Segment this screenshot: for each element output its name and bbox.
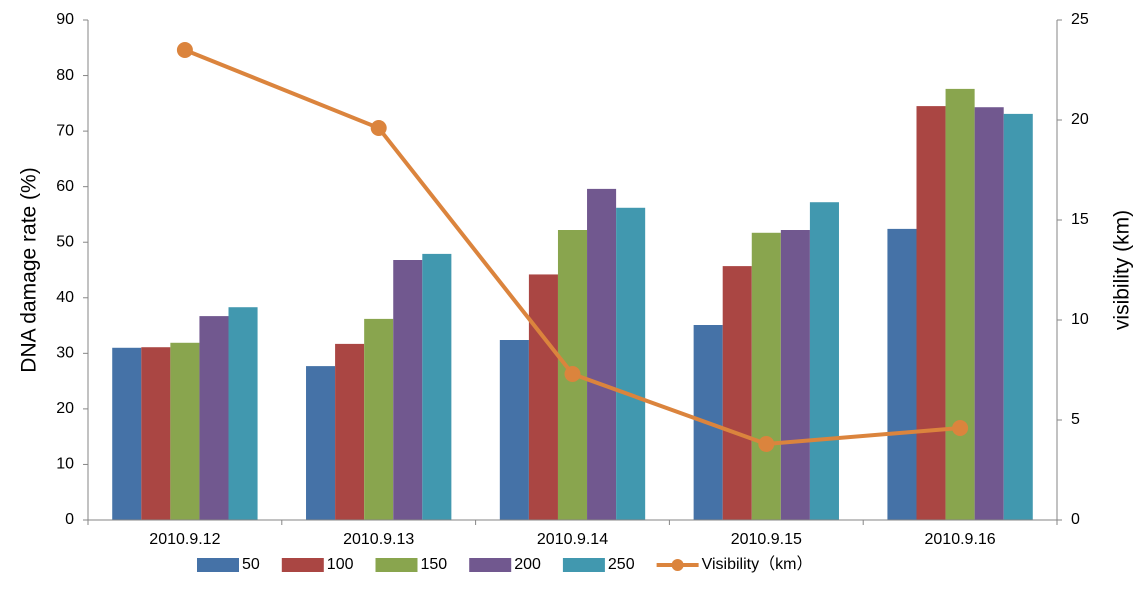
bar: [112, 347, 142, 520]
bar: [141, 347, 171, 520]
y2-tick-label: 0: [1071, 511, 1080, 528]
y2-tick-label: 5: [1071, 411, 1080, 428]
x-tick-label: 2010.9.13: [343, 531, 414, 548]
bar: [393, 260, 423, 520]
bar: [170, 342, 200, 520]
legend-label: 250: [608, 556, 635, 573]
bar: [809, 202, 839, 520]
marker: [176, 42, 193, 58]
marker: [370, 120, 387, 136]
bar: [228, 307, 258, 520]
bar: [1003, 113, 1033, 520]
legend-swatch: [281, 558, 324, 572]
legend-swatch: [562, 558, 605, 572]
y2-tick-label: 15: [1071, 211, 1089, 228]
y-tick-label: 0: [65, 511, 74, 528]
legend-label: 100: [327, 556, 354, 573]
y-tick-label: 40: [56, 289, 74, 306]
y2-tick-label: 25: [1071, 11, 1089, 28]
bar: [887, 228, 917, 520]
y-tick-label: 20: [56, 400, 74, 417]
marker: [952, 420, 969, 436]
bar: [751, 232, 781, 520]
x-tick-label: 2010.9.14: [537, 531, 608, 548]
bar: [364, 318, 394, 520]
y-tick-label: 60: [56, 178, 74, 195]
legend-swatch: [671, 559, 684, 571]
x-tick-label: 2010.9.12: [149, 531, 220, 548]
y-tick-label: 70: [56, 122, 74, 139]
marker: [758, 436, 775, 452]
y-tick-label: 30: [56, 345, 74, 362]
y2-tick-label: 10: [1071, 311, 1089, 328]
y2-tick-label: 20: [1071, 111, 1089, 128]
bar: [722, 266, 752, 520]
bar: [945, 88, 975, 520]
legend-swatch: [469, 558, 512, 572]
bar: [199, 316, 229, 520]
bar: [499, 340, 529, 520]
y-tick-label: 80: [56, 67, 74, 84]
bar: [335, 343, 365, 520]
legend-swatch: [375, 558, 418, 572]
legend-label: Visibility（km）: [702, 555, 813, 573]
bar: [916, 106, 946, 520]
x-tick-label: 2010.9.15: [731, 531, 802, 548]
y-tick-label: 90: [56, 11, 74, 28]
legend-label: 200: [514, 556, 541, 573]
x-tick-label: 2010.9.16: [925, 531, 996, 548]
y-tick-label: 10: [56, 456, 74, 473]
legend-label: 50: [242, 556, 260, 573]
bar: [974, 107, 1004, 520]
legend-swatch: [197, 558, 239, 572]
y-axis-label: DNA damage rate (%): [18, 167, 41, 372]
y2-axis-label: visibility (km): [1111, 210, 1134, 330]
y-tick-label: 50: [56, 233, 74, 250]
bar: [780, 230, 810, 520]
bar: [587, 188, 617, 520]
bar: [528, 274, 558, 520]
bar: [616, 207, 646, 520]
bar: [422, 253, 452, 520]
bar: [306, 366, 336, 520]
legend-label: 150: [421, 556, 448, 573]
marker: [564, 366, 581, 382]
